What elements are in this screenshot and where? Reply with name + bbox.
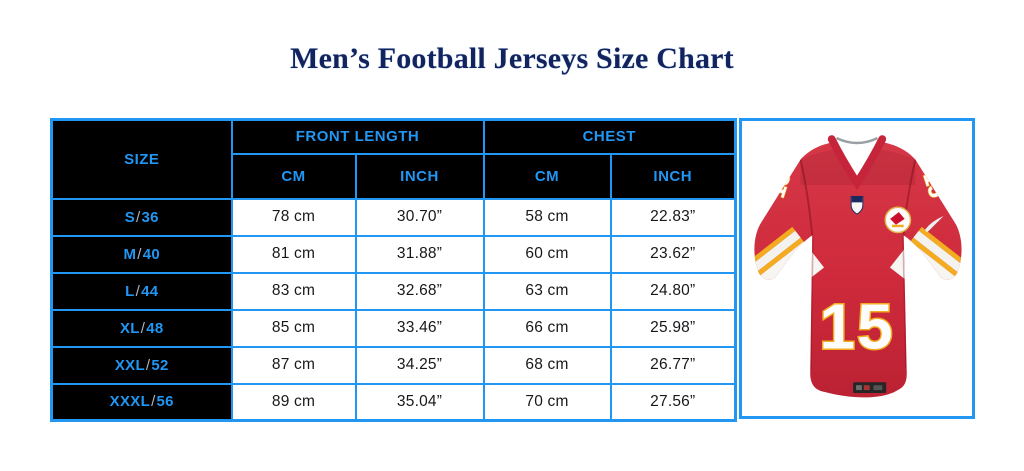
front-length-cm-value: 81 cm [230,234,357,274]
size-label: XXL/52 [50,345,233,385]
football-jersey-image: 15 15 15 [754,134,962,398]
table-row: S/36 78 cm 30.70” 58 cm 22.83” [50,197,737,237]
size-separator: / [140,319,146,337]
size-separator: / [145,356,151,374]
table-row: L/44 83 cm 32.68” 63 cm 24.80” [50,271,737,311]
front-length-inch-value: 32.68” [354,271,485,311]
size-separator: / [136,208,141,226]
page-title: Men’s Football Jerseys Size Chart [290,42,734,75]
size-name: S [124,208,136,226]
chest-cm-value: 70 cm [482,382,612,422]
column-header-size: SIZE [50,118,233,200]
size-name: L [125,282,135,300]
size-name: XXXL [109,393,151,411]
subheader-chest-cm: CM [482,152,612,200]
front-length-cm-value: 85 cm [230,308,357,348]
chest-cm-value: 66 cm [482,308,612,348]
size-label: XXXL/56 [50,382,233,422]
size-label: M/40 [50,234,233,274]
size-number: 44 [141,282,159,300]
subheader-chest-inch: INCH [609,152,737,200]
chest-cm-value: 63 cm [482,271,612,311]
chest-inch-value: 25.98” [609,308,737,348]
nfl-shield-icon [850,196,864,215]
table-row: XXL/52 87 cm 34.25” 68 cm 26.77” [50,345,737,385]
size-chart-section: SIZE FRONT LENGTH CHEST CM INCH CM INCH … [50,118,975,422]
column-header-front-length: FRONT LENGTH [230,118,485,155]
size-name: M [123,245,137,263]
chest-inch-value: 27.56” [609,382,737,422]
chest-cm-value: 68 cm [482,345,612,385]
front-length-cm-value: 78 cm [230,197,357,237]
chest-cm-value: 60 cm [482,234,612,274]
table-row: M/40 81 cm 31.88” 60 cm 23.62” [50,234,737,274]
size-number: 52 [151,356,169,374]
neck-opening [833,134,881,180]
jersey-photo-frame: 15 15 15 [739,118,975,419]
jersey-body [754,138,962,398]
front-length-inch-value: 30.70” [354,197,485,237]
size-name: XL [119,319,140,337]
front-length-inch-value: 34.25” [354,345,485,385]
size-number: 40 [142,245,161,263]
collar-band [827,135,887,191]
inner-collar-line [836,137,878,145]
size-separator: / [137,245,142,263]
hem-tag [853,382,887,394]
chest-inch-value: 23.62” [609,234,737,274]
chest-number: 15 [819,290,894,362]
chest-cm-value: 58 cm [482,197,612,237]
size-number: 36 [141,208,159,226]
size-separator: / [135,282,141,300]
front-length-inch-value: 35.04” [354,382,485,422]
front-length-inch-value: 31.88” [354,234,485,274]
front-length-cm-value: 89 cm [230,382,357,422]
front-length-inch-value: 33.46” [354,308,485,348]
table-row: XXXL/56 89 cm 35.04” 70 cm 27.56” [50,382,737,422]
size-chart-table: SIZE FRONT LENGTH CHEST CM INCH CM INCH … [50,118,737,422]
chest-inch-value: 22.83” [609,197,737,237]
front-length-cm-value: 83 cm [230,271,357,311]
subheader-front-cm: CM [230,152,357,200]
chest-inch-value: 26.77” [609,345,737,385]
table-row: XL/48 85 cm 33.46” 66 cm 25.98” [50,308,737,348]
chiefs-patch-icon [884,206,912,234]
front-length-cm-value: 87 cm [230,345,357,385]
size-name: XXL [114,356,145,374]
size-label: S/36 [50,197,233,237]
size-number: 56 [156,393,174,411]
column-header-chest: CHEST [482,118,737,155]
nike-swoosh-icon [925,215,944,232]
size-label: XL/48 [50,308,233,348]
chest-inch-value: 24.80” [609,271,737,311]
size-separator: / [151,393,156,411]
size-number: 48 [146,319,164,337]
size-label: L/44 [50,271,233,311]
subheader-front-inch: INCH [354,152,485,200]
